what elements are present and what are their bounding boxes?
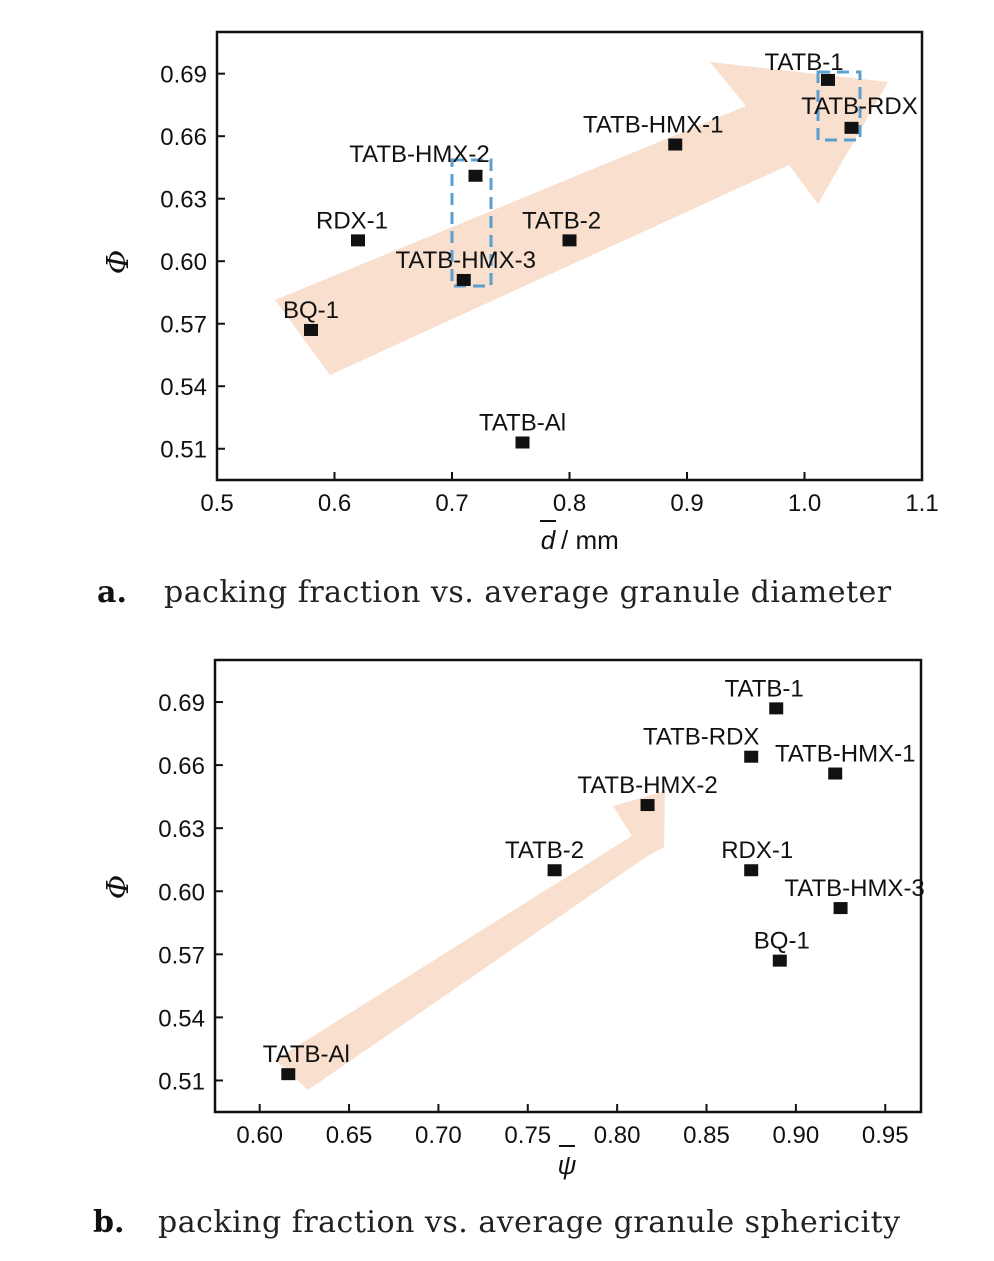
data-point-label: RDX-1 [721, 837, 793, 864]
data-point-label: TATB-HMX-2 [349, 141, 489, 168]
y-tick-label: 0.60 [160, 249, 207, 276]
y-tick-label: 0.54 [160, 374, 207, 401]
x-tick-label: 0.6 [318, 490, 351, 517]
y-axis-b: 0.51 0.54 0.57 0.60 0.63 0.66 0.69 [158, 690, 223, 1095]
data-point-label: TATB-1 [725, 675, 804, 702]
data-point-marker [562, 234, 577, 247]
x-axis-a: 0.5 0.6 0.7 0.8 0.9 1.0 1.1 [200, 472, 939, 517]
chart-a: 0.510.540.570.600.630.660.69 0.5 0.6 0.7 0.… [97, 30, 939, 610]
data-point-marker [304, 323, 318, 336]
x-axis-label-b: ψ [558, 1150, 577, 1180]
data-point-label: TATB-2 [505, 837, 584, 864]
data-point-marker [351, 234, 365, 247]
data-point-label: TATB-HMX-3 [396, 247, 536, 274]
data-points-b: TATB-1 TATB-RDX TATB-HMX-1 TATB-HMX-2 TATB-2… [263, 675, 925, 1081]
y-axis-label-b: Φ [101, 875, 136, 900]
x-tick-label: 0.75 [504, 1122, 551, 1149]
data-point-label: TATB-1 [764, 49, 843, 76]
highlight-box-tatb-rdx [816, 70, 862, 142]
data-point-marker [844, 121, 859, 134]
data-point-marker [769, 702, 784, 715]
y-tick-label: 0.66 [158, 753, 205, 780]
x-tick-label: 0.9 [670, 490, 703, 517]
x-tick-label: 1.0 [788, 490, 821, 517]
caption-b: packing fraction vs. average granule sph… [158, 1205, 901, 1240]
data-point-label: TATB-RDX [801, 93, 917, 120]
x-axis-label-unit-a: / mm [561, 525, 619, 555]
y-axis-a: 0.51 0.54 0.57 0.60 0.63 0.66 0.69 [160, 62, 225, 464]
data-point-label: BQ-1 [754, 928, 810, 955]
x-tick-label: 0.85 [683, 1122, 730, 1149]
data-point-marker [468, 169, 483, 182]
data-point-marker [515, 436, 530, 449]
data-point-marker [640, 799, 655, 812]
data-point-marker [456, 273, 471, 286]
data-point-label: BQ-1 [283, 297, 339, 324]
x-tick-label: 0.65 [326, 1122, 373, 1149]
y-tick-label: 0.69 [160, 62, 207, 89]
x-tick-label: 0.80 [594, 1122, 641, 1149]
y-axis-label-a: Φ [101, 250, 136, 275]
data-point-marker [744, 864, 759, 877]
y-tick-label: 0.63 [160, 187, 207, 214]
y-tick-label: 0.66 [160, 124, 207, 151]
data-point-label: RDX-1 [316, 207, 388, 234]
y-tick-label: 0.60 [158, 879, 205, 906]
x-tick-label: 0.8 [553, 490, 586, 517]
data-point-marker [772, 954, 787, 967]
data-point-marker [668, 138, 683, 151]
x-axis-b: 0.60 0.65 0.70 0.75 0.80 0.85 0.90 0.95 [236, 1104, 909, 1149]
y-tick-label: 0.63 [158, 816, 205, 843]
y-tick-label: 0.51 [160, 437, 207, 464]
data-point-label: TATB-HMX-1 [775, 741, 915, 768]
data-point-label: TATB-Al [263, 1041, 350, 1068]
y-tick-label: 0.69 [158, 690, 205, 717]
data-point-marker [821, 73, 835, 86]
trend-arrow-b [275, 791, 665, 1090]
data-point-label: TATB-HMX-2 [577, 772, 717, 799]
data-point-marker [547, 864, 562, 877]
x-tick-label: 0.90 [773, 1122, 820, 1149]
data-point-label: TATB-Al [479, 409, 566, 436]
data-point-marker [281, 1068, 296, 1081]
x-tick-label: 0.5 [200, 490, 233, 517]
data-point-marker [833, 902, 848, 915]
plot-frame-b [213, 658, 923, 1114]
data-point-label: TATB-HMX-3 [784, 875, 924, 902]
data-point-label: TATB-RDX [643, 724, 759, 751]
x-axis-label-symbol-a: d [541, 525, 557, 555]
x-tick-label: 0.7 [435, 490, 468, 517]
caption-letter-b: b. [93, 1205, 124, 1240]
data-point-marker [744, 750, 759, 763]
y-tick-label: 0.57 [158, 942, 205, 969]
highlight-box-tatb-hmx [450, 158, 493, 288]
x-tick-label: 0.60 [236, 1122, 283, 1149]
x-tick-label: 0.95 [862, 1122, 909, 1149]
trend-arrow-a [275, 62, 888, 375]
data-point-label: TATB-HMX-1 [583, 112, 723, 139]
x-tick-label: 0.70 [415, 1122, 462, 1149]
y-tick-label: 0.51 [158, 1068, 205, 1095]
x-tick-label: 1.1 [905, 490, 938, 517]
y-tick-label: 0.54 [158, 1005, 205, 1032]
caption-letter-a: a. [97, 575, 127, 610]
y-tick-label: 0.57 [160, 312, 207, 339]
chart-b: 0.51 0.54 0.57 0.60 0.63 0.66 0.69 0.60 0.65 0.7… [93, 658, 925, 1240]
caption-a: packing fraction vs. average granule dia… [164, 575, 892, 610]
data-points-a: TATB-1 TATB-RDX TATB-HMX-1 TATB-HMX-2 RDX-1 T… [283, 49, 918, 449]
data-point-marker [828, 767, 843, 780]
data-point-label: TATB-2 [522, 207, 601, 234]
